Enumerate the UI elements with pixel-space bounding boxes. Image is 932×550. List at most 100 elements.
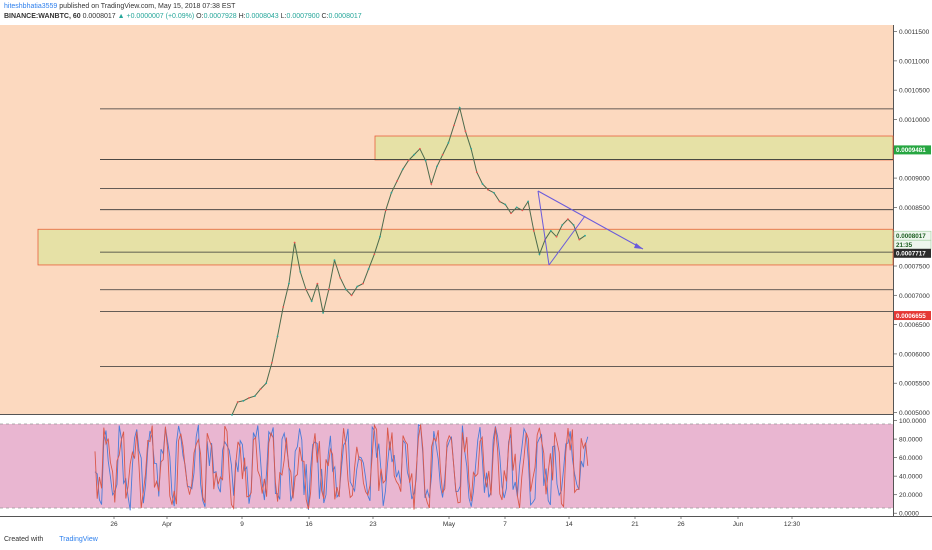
price-tick-label: 0.0005500 <box>899 381 930 388</box>
price-tick-label: 0.0007500 <box>899 264 930 271</box>
time-tick-label: Jun <box>733 521 744 528</box>
oscillator-tick-label: 20.0000 <box>899 492 923 499</box>
price-tick-label: 0.0009000 <box>899 176 930 183</box>
price-point <box>527 200 529 203</box>
price-point <box>367 268 370 270</box>
price-point <box>521 209 524 212</box>
price-point <box>242 399 245 402</box>
price-change: ▲ +0.0000007 (+0.09%) <box>117 13 195 20</box>
price-point <box>555 235 558 238</box>
last-price: 0.0008017 <box>82 13 116 20</box>
price-point <box>259 388 262 390</box>
price-point <box>236 401 239 403</box>
publisher-line: hiteshbhatia3559 published on TradingVie… <box>4 2 235 11</box>
author-link[interactable]: hiteshbhatia3559 <box>4 3 58 10</box>
oscillator-k-line <box>94 424 589 511</box>
price-point <box>515 206 518 209</box>
time-tick-label: 7 <box>503 521 507 528</box>
price-tick-label: 0.0006500 <box>899 322 930 329</box>
price-point <box>384 209 387 212</box>
price-tick-label: 0.0011000 <box>899 58 930 65</box>
price-point <box>447 142 450 144</box>
price-point <box>504 203 507 206</box>
triangle-pattern-upper-line <box>537 190 644 250</box>
time-tick-label: 23 <box>369 521 377 528</box>
price-tag-label: 0.0006655 <box>896 313 926 320</box>
price-point <box>464 130 467 133</box>
price-point <box>532 229 535 232</box>
price-point <box>396 180 399 182</box>
price-point <box>567 218 569 221</box>
price-point <box>316 282 319 285</box>
oscillator-tick-label: 80.0000 <box>899 437 923 444</box>
price-point <box>310 300 313 303</box>
symbol-name[interactable]: BINANCE:WANBTC, 60 <box>4 13 81 20</box>
price-point <box>561 224 564 226</box>
close-value: 0.0008017 <box>328 13 362 20</box>
price-point <box>362 282 364 285</box>
price-point <box>498 200 501 203</box>
oscillator-tick-label: 40.0000 <box>899 474 923 481</box>
high-label: H: <box>238 13 246 20</box>
price-tag-box <box>894 145 931 155</box>
time-tick-label: 21 <box>631 521 639 528</box>
published-text: published on TradingView.com, May 15, 20… <box>59 3 236 10</box>
high-value: 0.0008043 <box>245 13 279 20</box>
price-point <box>293 241 296 244</box>
time-tick-label: 26 <box>110 521 118 528</box>
oscillator-tick-label: 100.0000 <box>899 418 926 425</box>
price-point <box>436 165 438 168</box>
low-value: 0.0007900 <box>286 13 320 20</box>
price-point <box>248 396 250 399</box>
price-tick-label: 0.0006000 <box>899 351 930 358</box>
time-tick-label: May <box>443 521 456 528</box>
price-point <box>407 159 410 162</box>
trend-arrow-head <box>634 243 643 249</box>
price-tag-label: 0.0007717 <box>896 251 926 258</box>
price-point <box>481 183 484 185</box>
price-tag-label: 21:35 <box>896 242 913 249</box>
price-point <box>265 382 268 385</box>
price-point <box>413 153 416 156</box>
close-label: C: <box>321 13 329 20</box>
price-point <box>418 147 421 150</box>
price-point <box>379 235 381 238</box>
price-series <box>231 105 586 416</box>
symbol-line: BINANCE:WANBTC, 60 0.0008017 ▲ +0.000000… <box>4 12 362 21</box>
triangle-pattern-lower-line <box>548 215 586 266</box>
price-point <box>430 183 433 185</box>
price-point <box>253 395 256 398</box>
lower-demand-zone <box>37 228 894 266</box>
tradingview-brand[interactable]: TradingView <box>59 536 98 543</box>
time-tick-label: 16 <box>305 521 313 528</box>
price-point <box>390 191 393 194</box>
chart-header: hiteshbhatia3559 published on TradingVie… <box>0 0 932 24</box>
low-label: L: <box>280 13 287 20</box>
price-point <box>305 288 307 291</box>
upper-supply-zone <box>374 135 894 161</box>
price-point <box>572 224 575 226</box>
open-value: 0.0007928 <box>203 13 237 20</box>
price-point <box>276 335 279 338</box>
price-point <box>299 270 302 273</box>
time-tick-label: Apr <box>162 521 173 528</box>
price-point <box>549 229 552 232</box>
oscillator-axis-ticks: 100.0000 80.0000 60.0000 40.0000 20.0000 0.00… <box>893 418 926 518</box>
price-tick-label: 0.0008500 <box>899 205 930 212</box>
time-tick-label: 9 <box>240 521 244 528</box>
price-point <box>487 188 490 191</box>
price-pane-background <box>0 25 893 414</box>
created-with-text: Created with <box>4 536 44 543</box>
price-point <box>441 153 444 156</box>
price-point <box>270 361 273 364</box>
price-axis-ticks: 0.0011500 0.0011000 0.0010500 0.0010000 0.00… <box>893 29 930 417</box>
price-point <box>356 285 359 288</box>
price-tick-label: 0.0007000 <box>899 293 930 300</box>
price-point <box>282 306 285 308</box>
triangle-pattern-left-edge <box>537 190 550 266</box>
footer: Created with TradingView <box>4 536 98 543</box>
price-point <box>350 294 353 297</box>
price-point <box>401 168 404 171</box>
price-tick-label: 0.0010500 <box>899 88 930 95</box>
